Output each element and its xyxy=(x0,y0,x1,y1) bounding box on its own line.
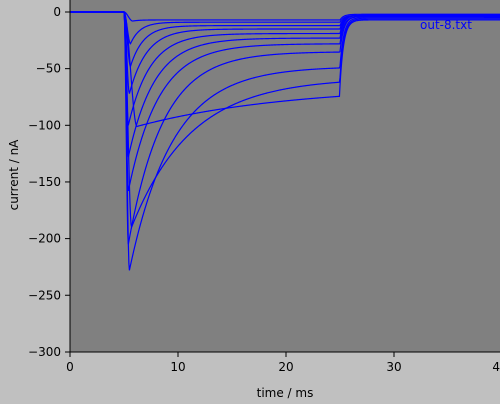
series-trace-6 xyxy=(70,11,500,158)
series-trace-9 xyxy=(70,11,500,271)
y-tick-label: −100 xyxy=(28,118,61,132)
x-tick-label: 0 xyxy=(66,360,74,374)
series-trace-8 xyxy=(70,11,500,245)
y-tick-label: −200 xyxy=(28,232,61,246)
x-tick-label: 20 xyxy=(278,360,293,374)
plot-area xyxy=(70,0,500,352)
y-tick-label: 0 xyxy=(53,5,61,19)
y-tick-label: −50 xyxy=(36,62,61,76)
x-axis-label: time / ms xyxy=(257,386,314,400)
series-trace-11 xyxy=(70,11,500,128)
x-tick-label: 4 xyxy=(492,360,500,374)
series-trace-1 xyxy=(70,11,500,22)
legend-entry: out-8.txt xyxy=(420,18,472,32)
y-axis-label: current / nA xyxy=(7,139,21,211)
x-tick-label: 30 xyxy=(386,360,401,374)
x-tick-label: 10 xyxy=(170,360,185,374)
series-trace-10 xyxy=(70,11,500,230)
y-tick-label: −250 xyxy=(28,288,61,302)
y-tick-label: −300 xyxy=(28,345,61,359)
y-tick-label: −150 xyxy=(28,175,61,189)
